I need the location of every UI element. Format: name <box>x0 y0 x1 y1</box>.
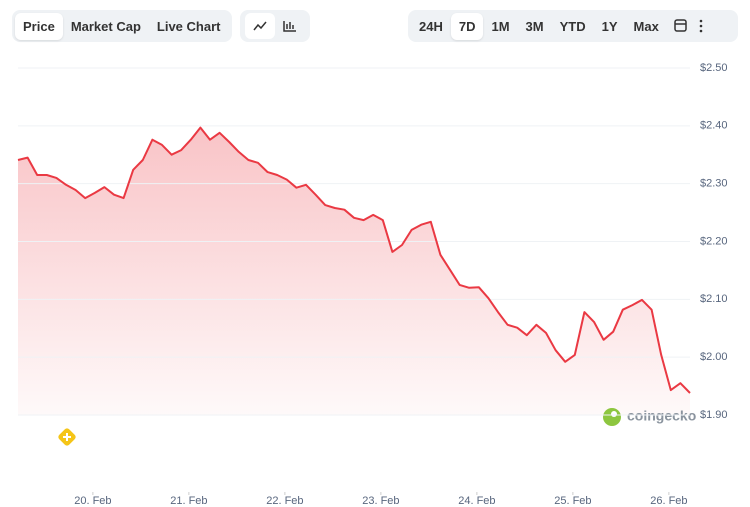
range-group: 24H 7D 1M 3M YTD 1Y Max <box>408 10 738 42</box>
x-tick-label: 21. Feb <box>170 495 207 507</box>
calendar-icon <box>674 19 687 32</box>
tab[interactable]: Live Chart <box>156 18 221 34</box>
range-button[interactable]: 1Y <box>601 18 618 34</box>
range-button[interactable]: YTD <box>559 18 586 34</box>
tab-group: Price Market Cap Live Chart <box>12 10 232 42</box>
y-tick-label: $2.40 <box>700 120 728 132</box>
dot <box>699 24 703 28</box>
x-tick-label: 26. Feb <box>650 495 687 507</box>
dot <box>699 19 703 23</box>
price-line <box>17 126 691 394</box>
line-icon <box>253 21 267 31</box>
range-button[interactable]: 3M <box>525 18 544 34</box>
y-tick-label: $2.30 <box>700 178 728 190</box>
y-tick-label: $2.00 <box>700 351 728 363</box>
tab[interactable]: Price <box>15 12 63 40</box>
event-marker <box>58 428 76 446</box>
tab[interactable]: Market Cap <box>70 18 141 34</box>
x-tick-label: 22. Feb <box>266 495 303 507</box>
range-extra-icons[interactable] <box>671 16 715 36</box>
range-button[interactable]: 24H <box>419 18 443 34</box>
area <box>18 127 690 415</box>
y-tick-label: $2.50 <box>700 62 728 74</box>
x-tick-label: 23. Feb <box>362 495 399 507</box>
y-tick-label: $2.10 <box>700 293 728 305</box>
x-tick-label: 25. Feb <box>554 495 591 507</box>
x-tick-label: 20. Feb <box>74 495 111 507</box>
dot <box>699 29 703 33</box>
range-button[interactable]: 7D <box>450 12 484 40</box>
watermark: coingecko <box>627 408 696 424</box>
watermark-logo <box>603 408 621 426</box>
y-tick-label: $2.20 <box>700 235 728 247</box>
candle-icon <box>283 21 296 32</box>
y-tick-label: $1.90 <box>700 409 728 421</box>
chart-type-icons[interactable] <box>243 10 307 42</box>
range-button[interactable]: Max <box>633 18 659 34</box>
chart-type-group <box>240 10 310 42</box>
range-button[interactable]: 1M <box>491 18 510 34</box>
x-tick-label: 24. Feb <box>458 495 495 507</box>
